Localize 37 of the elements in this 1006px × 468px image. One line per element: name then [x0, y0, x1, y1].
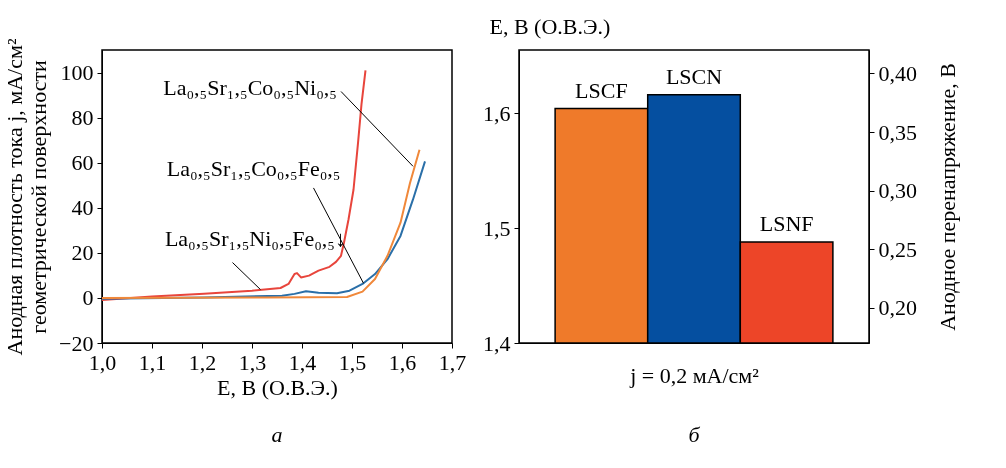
y-tick-label: 0 — [82, 285, 94, 311]
text: геометрической поверхности — [26, 60, 52, 334]
x-axis-title: E, В (О.В.Э.) — [217, 374, 338, 400]
y2-axis-title: Анодное перенапряжение, В — [934, 63, 960, 331]
y2-tick-label: 0,40 — [878, 60, 917, 86]
y-tick-label: 1,5 — [483, 215, 511, 241]
text: б — [688, 422, 701, 447]
x-tick-label: 1,4 — [288, 349, 317, 375]
text: Анодная плотность тока j, мА/см² — [2, 38, 28, 356]
line-series — [101, 69, 367, 301]
annotation: La₀,₅Sr₁,₅Co₀,₅Fe₀,₅ — [166, 156, 341, 182]
x-tick-label: 1,7 — [438, 349, 467, 375]
y-tick-label: 80 — [71, 105, 94, 131]
x-tick-label: 1,5 — [338, 349, 367, 375]
annotation: La₀,₅Sr₁,₅Co₀,₅Ni₀,₅ — [163, 75, 337, 101]
x-tick-label: 1,6 — [388, 349, 417, 375]
x-tick-label: 1,3 — [238, 349, 267, 375]
text: а — [271, 422, 283, 447]
y-tick-label: 20 — [71, 240, 94, 266]
y-tick-label: 1,4 — [483, 330, 511, 356]
x-axis-title: j = 0,2 мА/см² — [629, 362, 760, 388]
y-axis-title: E, В (О.В.Э.) — [489, 13, 611, 39]
annotation: La₀,₅Sr₁,₅Ni₀,₅Fe₀,₅↓ — [164, 226, 346, 252]
x-tick-label: 1,1 — [138, 349, 167, 375]
x-tick-label: LSCN — [665, 63, 723, 89]
y-tick-label: 1,6 — [483, 100, 511, 126]
x-tick-label: 1,2 — [188, 349, 217, 375]
y-tick-label: 60 — [71, 150, 94, 176]
y-tick-label: 40 — [71, 195, 94, 221]
y-tick-label: −20 — [59, 330, 94, 356]
y2-tick-label: 0,35 — [878, 119, 917, 145]
y-tick-label: 100 — [60, 60, 94, 86]
x-tick-label: LSNF — [759, 210, 814, 236]
x-tick-label: LSCF — [575, 77, 628, 103]
y2-tick-label: 0,25 — [878, 236, 917, 262]
y2-tick-label: 0,30 — [878, 178, 917, 204]
y2-tick-label: 0,20 — [878, 295, 917, 321]
